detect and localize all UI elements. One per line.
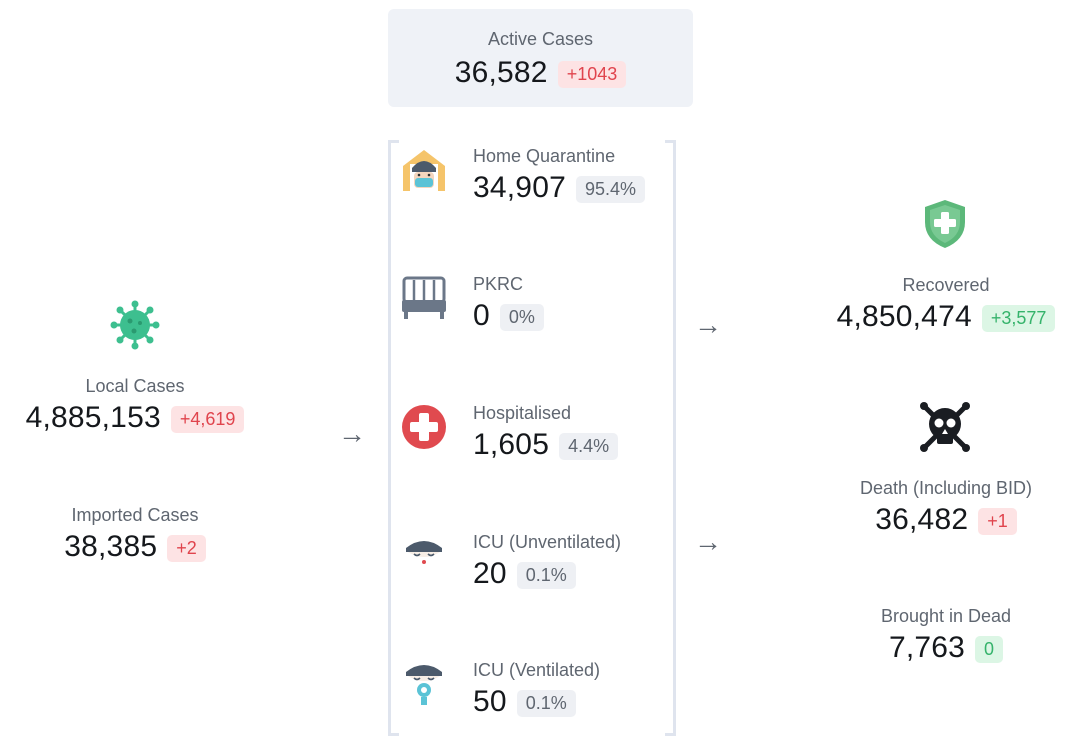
recovered-change-badge: +3,577 [981, 305, 1056, 333]
breakdown-label: ICU (Ventilated) [473, 660, 601, 680]
death: Death (Including BID) 36,482 +1 [816, 478, 1076, 538]
imported-cases-label: Imported Cases [71, 505, 199, 525]
brought-in-dead: Brought in Dead 7,763 0 [816, 606, 1076, 666]
death-change-badge: +1 [978, 508, 1017, 536]
death-label: Death (Including BID) [859, 478, 1033, 498]
bid-label: Brought in Dead [880, 606, 1012, 626]
virus-icon [110, 300, 160, 350]
local-cases-label: Local Cases [85, 376, 185, 396]
breakdown-value: 0 [473, 299, 490, 332]
home-quarantine-icon [403, 150, 445, 191]
active-cases-value: 36,582 [454, 56, 548, 89]
bracket-right [665, 140, 676, 736]
arrow-right-icon: → [694, 526, 722, 557]
bed-icon [402, 276, 446, 319]
active-cases-card: Active Cases 36,582 +1043 [388, 9, 693, 107]
recovered: Recovered 4,850,474 +3,577 [816, 275, 1076, 335]
active-cases-change-badge: +1043 [557, 61, 627, 89]
recovered-value: 4,850,474 [836, 300, 972, 333]
bid-change-badge: 0 [975, 636, 1004, 664]
local-cases-change-badge: +4,619 [170, 406, 245, 434]
breakdown-value: 50 [473, 685, 507, 718]
shield-plus-icon [925, 200, 965, 248]
local-cases: Local Cases 4,885,153 +4,619 [10, 376, 260, 436]
ventilated-patient-icon [406, 665, 442, 705]
breakdown-value: 1,605 [473, 428, 550, 461]
recovered-label: Recovered [902, 275, 990, 295]
local-cases-value: 4,885,153 [25, 401, 161, 434]
skull-crossbones-icon [920, 402, 970, 452]
breakdown-percentage-badge: 95.4% [575, 176, 646, 204]
breakdown-value: 34,907 [473, 171, 566, 204]
breakdown-label: ICU (Unventilated) [473, 532, 622, 552]
breakdown-label: Home Quarantine [473, 146, 616, 166]
arrow-right-icon: → [694, 309, 722, 340]
bracket-left [388, 140, 399, 736]
icu-patient-icon [406, 541, 442, 564]
breakdown-percentage-badge: 4.4% [559, 433, 619, 461]
breakdown-percentage-badge: 0% [499, 304, 544, 332]
hospital-cross-icon [402, 405, 446, 449]
bid-value: 7,763 [888, 631, 966, 664]
active-cases-label: Active Cases [487, 29, 594, 49]
breakdown-label: Hospitalised [473, 403, 572, 423]
breakdown-percentage-badge: 0.1% [516, 562, 576, 590]
imported-cases-change-badge: +2 [167, 535, 206, 563]
breakdown-label: PKRC [473, 274, 524, 294]
imported-cases-value: 38,385 [64, 530, 158, 563]
death-value: 36,482 [875, 503, 969, 536]
arrow-right-icon: → [338, 418, 366, 449]
breakdown-percentage-badge: 0.1% [516, 690, 576, 718]
imported-cases: Imported Cases 38,385 +2 [10, 505, 260, 565]
breakdown-value: 20 [473, 557, 507, 590]
